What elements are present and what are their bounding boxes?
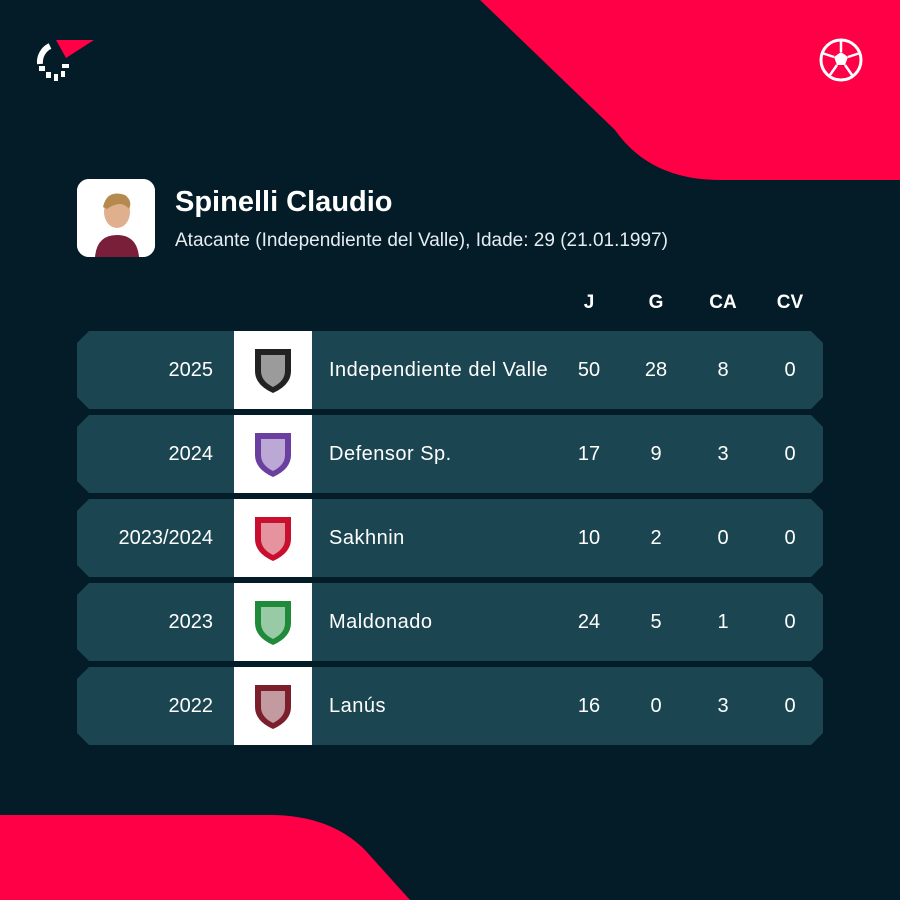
player-info: Atacante (Independiente del Valle), Idad… [175, 230, 668, 251]
stat-ca: 1 [717, 611, 729, 633]
team-name[interactable]: Independiente del Valle [329, 359, 549, 381]
season: 2024 [168, 443, 213, 465]
team-crest-icon [234, 583, 312, 661]
season: 2023 [168, 611, 213, 633]
stat-ca: 3 [717, 695, 729, 717]
team-crest-icon [234, 415, 312, 493]
stat-g: 0 [650, 695, 662, 717]
stat-ca: 3 [717, 443, 729, 465]
column-header-ca: CA [709, 292, 737, 313]
table-row[interactable]: 2025 Independiente del Valle 50 28 8 0 [77, 331, 823, 409]
stat-j: 50 [577, 359, 601, 381]
stat-g: 5 [650, 611, 662, 633]
flashscore-logo-icon [36, 40, 94, 81]
table-row[interactable]: 2022 Lanús 16 0 3 0 [77, 667, 823, 745]
season: 2023/2024 [118, 527, 213, 549]
stat-g: 9 [650, 443, 662, 465]
team-crest-icon [234, 331, 312, 409]
player-photo [77, 179, 155, 257]
team-name[interactable]: Sakhnin [329, 527, 405, 549]
table-row[interactable]: 2023 Maldonado 24 5 1 0 [77, 583, 823, 661]
stat-ca: 8 [717, 359, 729, 381]
team-name[interactable]: Lanús [329, 695, 386, 717]
stat-j: 17 [577, 443, 601, 465]
stat-cv: 0 [784, 527, 796, 549]
team-crest-icon [234, 499, 312, 577]
column-header-j: J [583, 292, 595, 313]
stat-j: 16 [577, 695, 601, 717]
table-row[interactable]: 2024 Defensor Sp. 17 9 3 0 [77, 415, 823, 493]
stat-ca: 0 [717, 527, 729, 549]
football-icon[interactable] [818, 37, 864, 83]
stat-j: 10 [577, 527, 601, 549]
team-name[interactable]: Maldonado [329, 611, 433, 633]
column-header-cv: CV [776, 292, 804, 313]
player-name: Spinelli Claudio [175, 186, 393, 218]
table-row[interactable]: 2023/2024 Sakhnin 10 2 0 0 [77, 499, 823, 577]
season: 2025 [168, 359, 213, 381]
season: 2022 [168, 695, 213, 717]
stat-g: 2 [650, 527, 662, 549]
stat-cv: 0 [784, 611, 796, 633]
team-name[interactable]: Defensor Sp. [329, 443, 452, 465]
stat-cv: 0 [784, 695, 796, 717]
stat-g: 28 [644, 359, 668, 381]
stat-cv: 0 [784, 443, 796, 465]
column-header-g: G [648, 292, 664, 313]
stat-j: 24 [577, 611, 601, 633]
stat-cv: 0 [784, 359, 796, 381]
team-crest-icon [234, 667, 312, 745]
